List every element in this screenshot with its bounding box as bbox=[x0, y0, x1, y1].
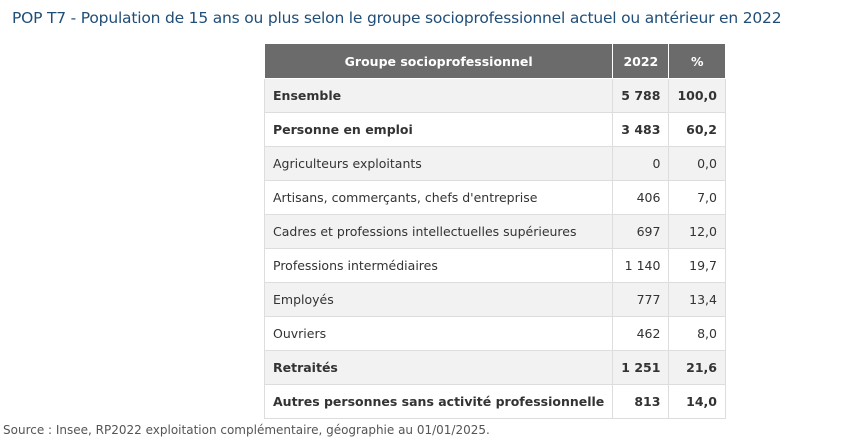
table-row-retraites: Retraités 1 251 21,6 bbox=[263, 350, 726, 385]
row-percent: 60,2 bbox=[668, 112, 726, 147]
table-row-autres-sans-activite: Autres personnes sans activité professio… bbox=[263, 384, 726, 419]
column-header-year: 2022 bbox=[612, 43, 670, 79]
row-label: Agriculteurs exploitants bbox=[263, 146, 614, 181]
row-label: Artisans, commerçants, chefs d'entrepris… bbox=[263, 180, 614, 215]
column-header-group: Groupe socioprofessionnel bbox=[263, 43, 614, 79]
table-row-professions-intermediaires: Professions intermédiaires 1 140 19,7 bbox=[263, 248, 726, 283]
table-row-agriculteurs: Agriculteurs exploitants 0 0,0 bbox=[263, 146, 726, 181]
column-header-percent: % bbox=[668, 43, 726, 79]
row-value: 3 483 bbox=[612, 112, 670, 147]
row-value: 462 bbox=[612, 316, 670, 351]
socioprofessional-table: Groupe socioprofessionnel 2022 % Ensembl… bbox=[263, 43, 726, 419]
row-percent: 7,0 bbox=[668, 180, 726, 215]
row-label: Employés bbox=[263, 282, 614, 317]
row-percent: 14,0 bbox=[668, 384, 726, 419]
row-percent: 13,4 bbox=[668, 282, 726, 317]
row-label: Retraités bbox=[263, 350, 614, 385]
table-title: POP T7 - Population de 15 ans ou plus se… bbox=[12, 9, 782, 27]
row-percent: 8,0 bbox=[668, 316, 726, 351]
table-row-cadres: Cadres et professions intellectuelles su… bbox=[263, 214, 726, 249]
row-label: Ouvriers bbox=[263, 316, 614, 351]
table-row-ouvriers: Ouvriers 462 8,0 bbox=[263, 316, 726, 351]
source-note: Source : Insee, RP2022 exploitation comp… bbox=[3, 423, 490, 437]
row-value: 5 788 bbox=[612, 78, 670, 113]
row-percent: 12,0 bbox=[668, 214, 726, 249]
row-label: Personne en emploi bbox=[263, 112, 614, 147]
row-label: Professions intermédiaires bbox=[263, 248, 614, 283]
row-value: 697 bbox=[612, 214, 670, 249]
row-value: 406 bbox=[612, 180, 670, 215]
row-label: Cadres et professions intellectuelles su… bbox=[263, 214, 614, 249]
row-label: Autres personnes sans activité professio… bbox=[263, 384, 614, 419]
row-percent: 100,0 bbox=[668, 78, 726, 113]
row-value: 777 bbox=[612, 282, 670, 317]
table-row-employes: Employés 777 13,4 bbox=[263, 282, 726, 317]
row-value: 1 140 bbox=[612, 248, 670, 283]
row-value: 1 251 bbox=[612, 350, 670, 385]
row-value: 0 bbox=[612, 146, 670, 181]
table-header-row: Groupe socioprofessionnel 2022 % bbox=[263, 43, 726, 79]
table-row-artisans: Artisans, commerçants, chefs d'entrepris… bbox=[263, 180, 726, 215]
table-row-personne-en-emploi: Personne en emploi 3 483 60,2 bbox=[263, 112, 726, 147]
row-value: 813 bbox=[612, 384, 670, 419]
table-row-ensemble: Ensemble 5 788 100,0 bbox=[263, 78, 726, 113]
row-percent: 19,7 bbox=[668, 248, 726, 283]
row-percent: 21,6 bbox=[668, 350, 726, 385]
row-percent: 0,0 bbox=[668, 146, 726, 181]
row-label: Ensemble bbox=[263, 78, 614, 113]
